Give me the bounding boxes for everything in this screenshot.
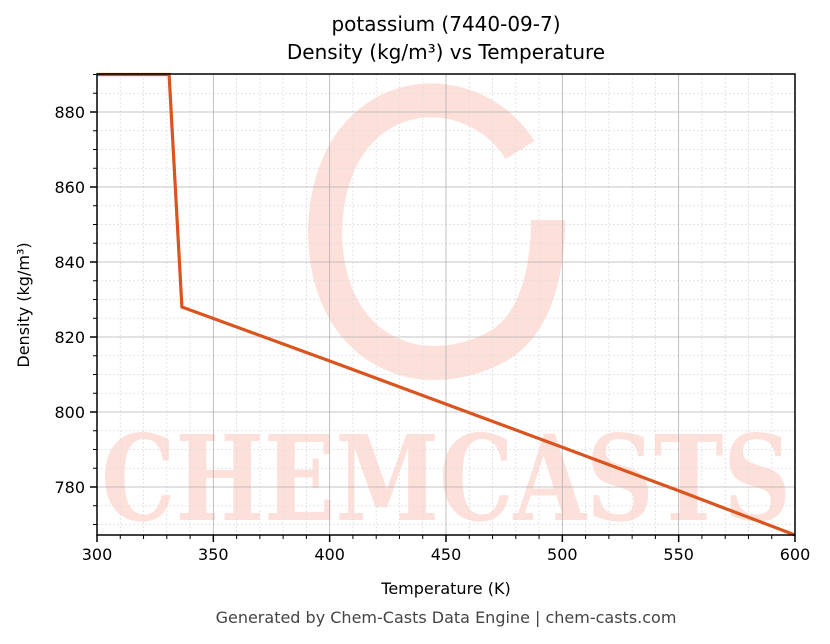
y-tick-label: 780 <box>54 478 85 497</box>
x-tick-label: 500 <box>547 545 578 564</box>
footer-credit: Generated by Chem-Casts Data Engine | ch… <box>215 608 677 627</box>
y-axis-label: Density (kg/m³) <box>14 242 33 367</box>
y-tick-label: 880 <box>54 103 85 122</box>
x-tick-label: 400 <box>314 545 345 564</box>
chart-title-property: Density (kg/m³) vs Temperature <box>286 40 606 64</box>
x-tick-label: 300 <box>82 545 113 564</box>
tick-labels: 300 350 400 450 500 550 600 780 800 820 840 860 880 <box>54 103 810 564</box>
chart-title-compound: potassium (7440-09-7) <box>331 12 561 36</box>
y-tick-label: 840 <box>54 253 85 272</box>
x-tick-label: 350 <box>198 545 229 564</box>
y-tick-label: 800 <box>54 403 85 422</box>
x-tick-label: 450 <box>431 545 462 564</box>
density-line <box>97 72 796 537</box>
y-tick-label: 860 <box>54 178 85 197</box>
x-axis-label: Temperature (K) <box>380 579 510 598</box>
x-tick-label: 600 <box>780 545 811 564</box>
y-tick-label: 820 <box>54 328 85 347</box>
watermark-logo-icon <box>307 83 565 380</box>
x-tick-label: 550 <box>663 545 694 564</box>
axis-ticks <box>90 74 796 542</box>
